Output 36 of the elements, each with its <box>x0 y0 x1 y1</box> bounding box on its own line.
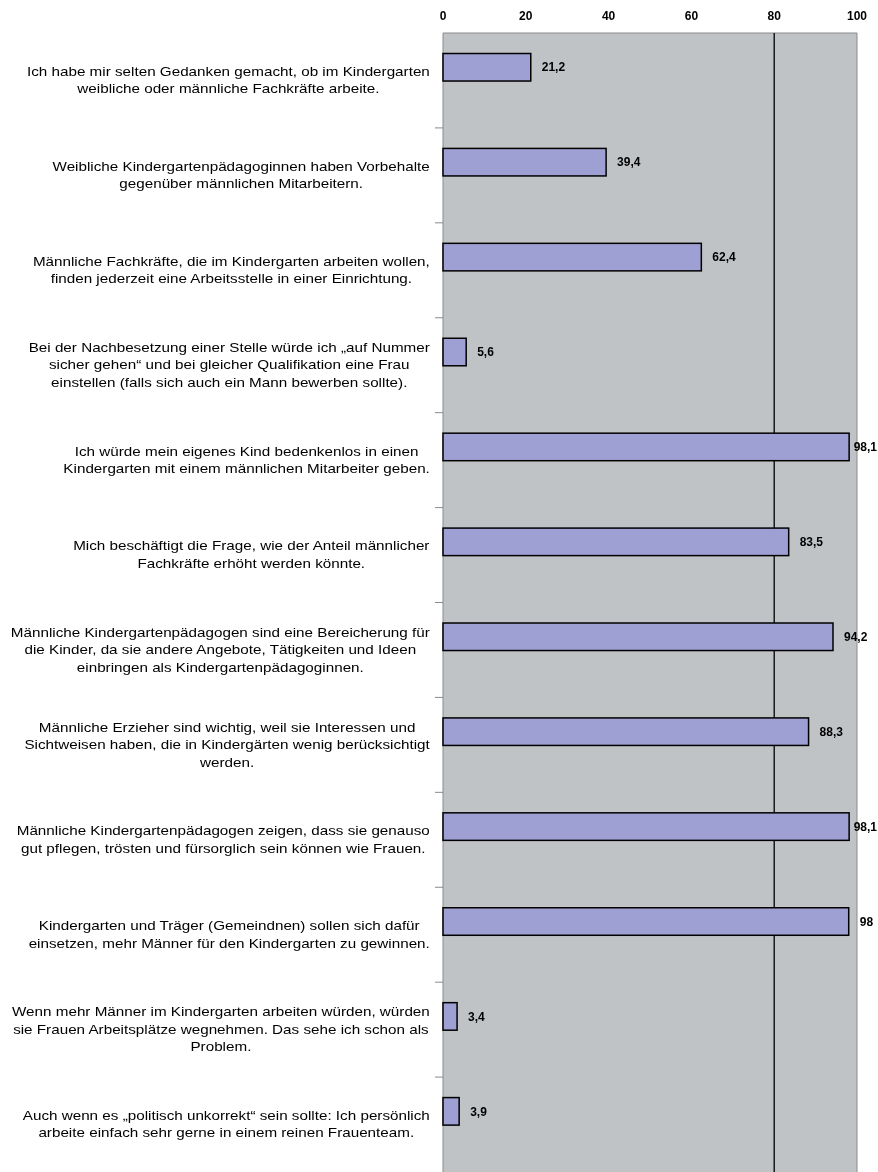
y-tick-label: Männliche Kindergartenpädagogen zeigen, dass sie genauso gut pflegen, trösten und fürsorglich sein können wie Frauen. <box>16 824 431 856</box>
data-label: 98,1 <box>853 440 878 455</box>
y-tick-label: Weibliche Kindergartenpädagoginnen haben Vorbehalte gegenüber männlichen Mitarbeitern. <box>52 160 431 191</box>
bar <box>442 1096 460 1126</box>
data-label: 21,2 <box>541 60 566 75</box>
x-tick-label: 60 <box>684 9 699 23</box>
y-tick-label: Männliche Fachkräfte, die im Kindergarten arbeiten wollen, finden jederzeit eine Arbeitsstelle in einer Einrichtung. <box>32 255 430 286</box>
x-tick-label: 40 <box>601 9 616 23</box>
y-tick-label: Auch wenn es „politisch unkorrekt“ sein sollte: Ich persönlich arbeite einfach sehr gerne in einem reinen Frauenteam. <box>22 1109 430 1141</box>
data-label: 5,6 <box>477 345 495 360</box>
x-tick-label: 20 <box>519 9 533 23</box>
bar <box>442 147 607 177</box>
y-tick-label: Ich habe mir selten Gedanken gemacht, ob im Kindergarten weibliche oder männliche Fachkräfte arbeite. <box>26 65 430 97</box>
x-tick-label: 100 <box>846 9 868 23</box>
data-label: 98,1 <box>853 819 878 834</box>
x-tick-label: 0 <box>439 9 447 23</box>
data-label: 3,4 <box>468 1009 486 1024</box>
y-tick-label: Kindergarten und Träger (Gemeindnen) sollen sich dafür einsetzen, mehr Männer für den Kindergarten zu gewinnen. <box>28 919 430 951</box>
data-label: 3,9 <box>470 1104 488 1119</box>
x-tick-label: 80 <box>767 9 782 23</box>
y-tick-label: Männliche Erzieher sind wichtig, weil sie Interessen und Sichtweisen haben, die in Kindergärten wenig berücksichtigt werden. <box>24 721 431 770</box>
data-label: 83,5 <box>799 535 824 550</box>
y-tick-label: Wenn mehr Männer im Kindergarten arbeiten würden, würden sie Frauen Arbeitsplätze wegnehmen. Das sehe ich schon als Problem. <box>12 1005 430 1054</box>
y-tick-label: Mich beschäftigt die Frage, wie der Anteil männlicher Fachkräfte erhöht werden könnte. <box>73 539 430 571</box>
y-tick-label: Ich würde mein eigenes Kind bedenkenlos in einen Kindergarten mit einem männlichen Mitarbeiter geben. <box>63 445 430 476</box>
data-label: 94,2 <box>843 629 868 644</box>
bar <box>442 337 467 367</box>
y-tick-label: Männliche Kindergartenpädagogen sind eine Bereicherung für die Kinder, da sie andere Angebote, Tätigkeiten und Ideen einbringen als Kindergartenpädagoginnen. <box>10 626 431 675</box>
bar <box>442 242 703 272</box>
data-label: 39,4 <box>617 155 641 170</box>
data-label: 88,3 <box>819 724 844 739</box>
data-label: 98 <box>859 914 874 929</box>
bar <box>442 1001 458 1031</box>
y-tick-label: Bei der Nachbesetzung einer Stelle würde ich „auf Nummer sicher gehen“ und bei gleicher Qualifikation eine Frau einstellen (falls sich auch ein Mann bewerben sollte). <box>28 341 431 390</box>
data-label: 62,4 <box>712 250 737 265</box>
bar <box>442 52 532 82</box>
